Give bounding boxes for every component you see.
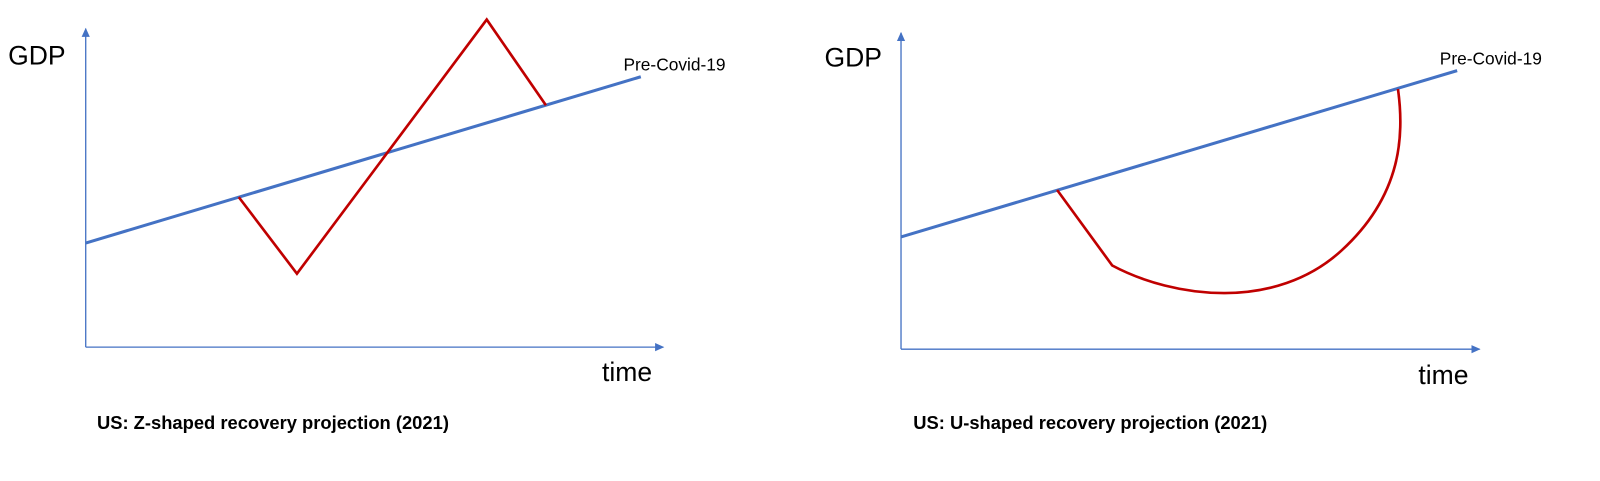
panel-z: GDP Pre-Covid-19 time US: Z-shaped recov… (8, 17, 726, 433)
line-label: Pre-Covid-19 (1440, 48, 1542, 68)
recovery-path (1056, 88, 1402, 295)
caption: US: Z-shaped recovery projection (2021) (97, 412, 449, 433)
x-label: time (602, 357, 652, 387)
pre-covid-line (85, 75, 642, 245)
x-label: time (1418, 360, 1468, 390)
line-label: Pre-Covid-19 (623, 55, 725, 75)
recovery-path (237, 17, 548, 276)
caption: US: U-shaped recovery projection (2021) (913, 412, 1267, 433)
y-label: GDP (8, 40, 65, 70)
pre-covid-line (900, 69, 1458, 239)
y-label: GDP (824, 43, 881, 73)
panel-u: GDP Pre-Covid-19 time US: U-shaped recov… (824, 31, 1542, 433)
